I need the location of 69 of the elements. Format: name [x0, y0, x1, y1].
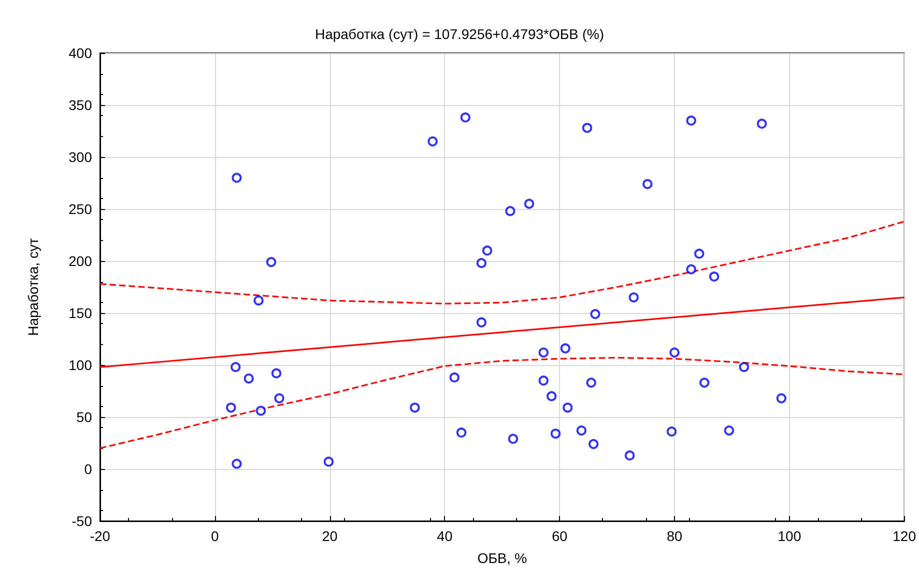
y-tick-label: 300 [68, 149, 92, 165]
point [560, 343, 570, 354]
point [482, 246, 492, 256]
point [546, 391, 557, 402]
point [586, 378, 596, 388]
chart-title: Наработка (сут) = 107.9256+0.4793*ОБВ (%) [314, 26, 604, 42]
point [476, 258, 486, 268]
point [524, 198, 534, 209]
point [226, 402, 236, 413]
point [266, 257, 276, 268]
point [624, 450, 635, 460]
point [456, 428, 466, 438]
point [232, 458, 242, 469]
y-tick-label: 150 [68, 305, 92, 321]
y-tick-label: 0 [84, 461, 92, 477]
point [724, 426, 734, 436]
point [628, 292, 639, 302]
point [670, 348, 680, 358]
point [642, 179, 653, 190]
point [271, 368, 282, 378]
x-tick-label: 40 [436, 528, 453, 544]
x-tick-label: -20 [90, 528, 110, 544]
y-tick-label: 250 [68, 201, 92, 217]
point [410, 402, 420, 413]
point [254, 296, 264, 306]
point [538, 348, 549, 358]
point [756, 118, 767, 129]
x-axis-title: ОБВ, % [477, 550, 527, 566]
point [230, 362, 241, 372]
point [739, 362, 750, 372]
point [428, 136, 438, 146]
point [505, 206, 516, 216]
point [508, 434, 518, 444]
point [709, 272, 720, 282]
x-tick-label: 0 [211, 528, 220, 544]
point [449, 372, 460, 382]
point [232, 172, 242, 183]
point [550, 428, 561, 439]
line-series [99, 220, 906, 304]
point [699, 378, 710, 388]
point [274, 393, 284, 404]
point [244, 374, 254, 384]
point [562, 402, 573, 413]
point [776, 393, 786, 404]
point [256, 406, 266, 416]
point [460, 112, 470, 122]
point [694, 248, 704, 259]
point [582, 122, 592, 133]
point [686, 264, 696, 274]
y-tick-label: 200 [68, 253, 92, 269]
y-tick-label: 100 [68, 357, 92, 373]
y-tick-label: -50 [72, 513, 92, 529]
x-tick-label: 100 [778, 528, 802, 544]
y-tick-label: 400 [68, 45, 92, 61]
point [576, 426, 586, 436]
point [590, 309, 600, 320]
x-tick-label: 120 [892, 528, 916, 544]
point [538, 376, 549, 386]
x-tick-label: 60 [552, 528, 568, 544]
y-axis-title: Наработка, сут [25, 238, 41, 336]
point [324, 456, 334, 467]
x-tick-label: 80 [666, 528, 683, 544]
y-tick-label: 350 [68, 97, 92, 113]
point [476, 317, 486, 328]
x-tick-label: 20 [322, 528, 338, 544]
point [588, 439, 599, 450]
y-tick-label: 50 [76, 409, 92, 425]
point [666, 426, 677, 437]
point [686, 116, 696, 126]
